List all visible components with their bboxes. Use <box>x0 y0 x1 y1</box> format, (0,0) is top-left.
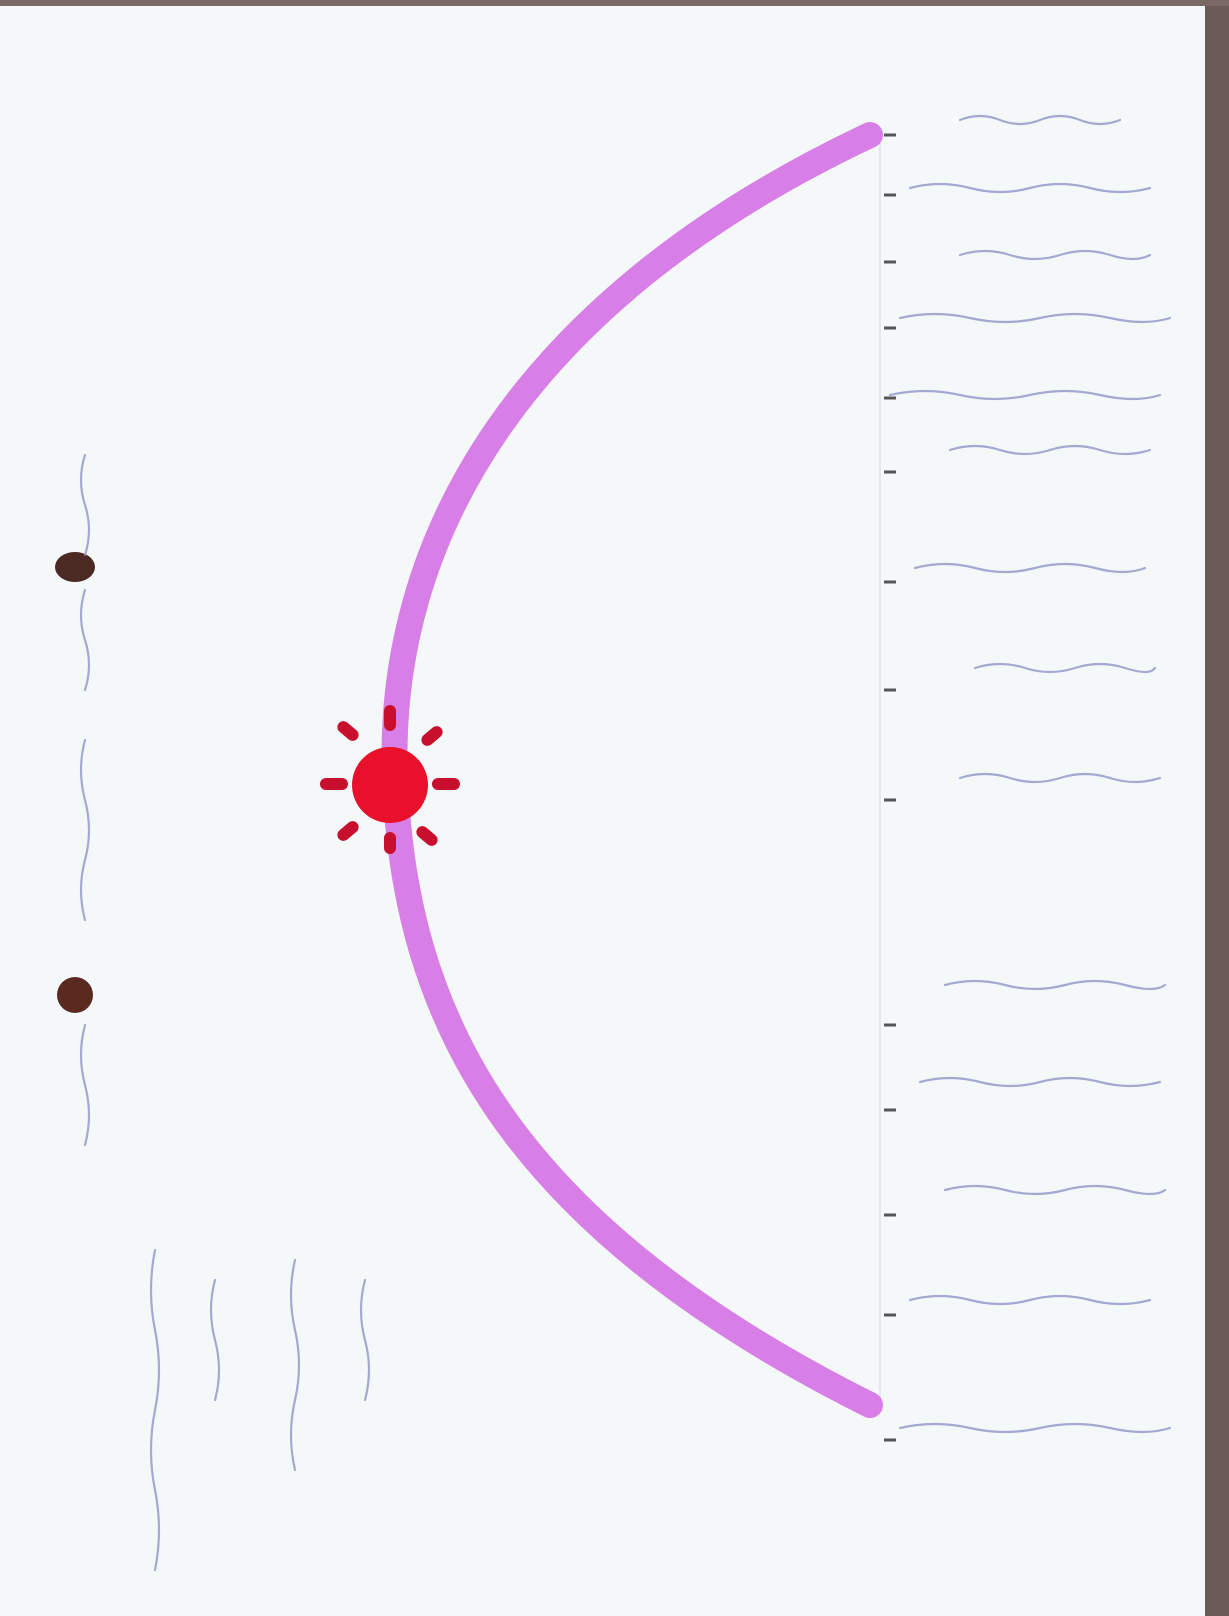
scribble <box>898 1422 1172 1434</box>
axis-ticks <box>884 133 896 1442</box>
scribble <box>958 114 1122 126</box>
top-edge <box>0 0 1229 6</box>
ray <box>384 705 396 731</box>
ray <box>320 778 348 790</box>
scribble <box>943 1184 1167 1196</box>
scribble <box>898 312 1172 324</box>
ray <box>421 726 443 746</box>
ray <box>432 778 460 790</box>
scribble <box>918 1076 1162 1088</box>
scribble <box>359 1278 371 1402</box>
handwriting-right <box>888 114 1172 1434</box>
scribble <box>209 1278 221 1402</box>
dot <box>55 552 95 582</box>
scribble <box>79 738 91 922</box>
sun-core <box>352 747 428 823</box>
ray <box>337 721 359 741</box>
scribble <box>79 588 91 692</box>
scribble <box>79 1023 91 1147</box>
scribble <box>908 1294 1152 1306</box>
scribble <box>888 389 1162 401</box>
sun <box>320 705 460 854</box>
dot <box>57 977 93 1013</box>
scribble <box>973 662 1157 674</box>
ray <box>416 826 438 846</box>
scribble <box>943 979 1167 991</box>
scribble <box>908 182 1152 194</box>
handwriting-left <box>79 453 371 1572</box>
paper-edge <box>1205 0 1229 1616</box>
scribble <box>958 249 1152 261</box>
scribble <box>958 772 1162 784</box>
ray <box>337 821 359 841</box>
ray <box>384 832 396 854</box>
scribble <box>289 1258 301 1472</box>
scribble <box>913 562 1147 574</box>
scribble <box>948 444 1152 456</box>
scribble <box>149 1248 161 1572</box>
scribble <box>79 453 91 557</box>
